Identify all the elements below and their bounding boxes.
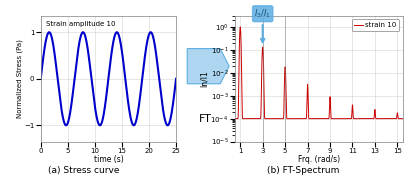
FancyArrow shape (187, 49, 229, 84)
Text: (b) FT-Spectrum: (b) FT-Spectrum (267, 166, 339, 175)
Text: $I_3/I_1$: $I_3/I_1$ (254, 7, 271, 42)
Y-axis label: Normalized Stress (Pa): Normalized Stress (Pa) (16, 39, 23, 118)
Text: FT: FT (199, 114, 212, 124)
Text: Strain amplitude 10: Strain amplitude 10 (46, 21, 116, 27)
X-axis label: Frq. (rad/s): Frq. (rad/s) (298, 155, 340, 164)
X-axis label: time (s): time (s) (94, 155, 123, 164)
Y-axis label: In/I1: In/I1 (200, 70, 209, 87)
Legend: strain 10: strain 10 (352, 19, 399, 31)
Text: (a) Stress curve: (a) Stress curve (48, 166, 119, 175)
